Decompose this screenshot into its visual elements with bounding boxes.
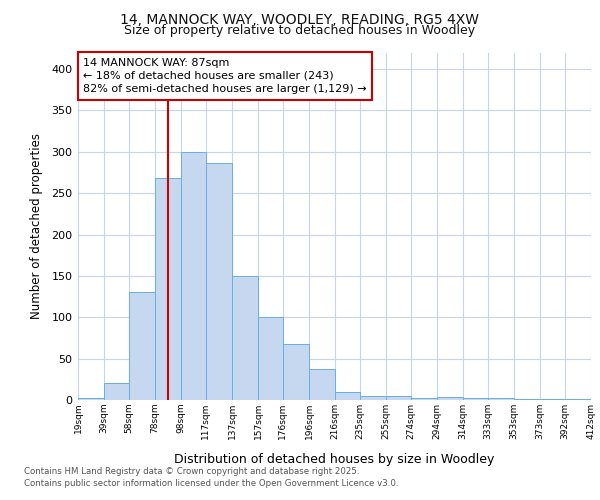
Bar	[488, 398, 514, 400]
X-axis label: Distribution of detached houses by size in Woodley: Distribution of detached houses by size …	[175, 453, 494, 466]
Bar	[104, 384, 129, 400]
Bar	[206, 162, 232, 400]
Bar	[283, 344, 309, 400]
Bar	[129, 292, 155, 400]
Bar	[335, 392, 360, 400]
Bar	[437, 396, 463, 400]
Y-axis label: Number of detached properties: Number of detached properties	[30, 133, 43, 320]
Text: Size of property relative to detached houses in Woodley: Size of property relative to detached ho…	[124, 24, 476, 37]
Bar	[78, 398, 104, 400]
Bar	[411, 398, 437, 400]
Bar	[540, 399, 565, 400]
Bar	[386, 396, 411, 400]
Bar	[258, 318, 283, 400]
Bar	[360, 396, 386, 400]
Bar	[181, 152, 206, 400]
Bar	[463, 398, 488, 400]
Text: Contains public sector information licensed under the Open Government Licence v3: Contains public sector information licen…	[24, 479, 398, 488]
Bar	[309, 370, 335, 400]
Text: 14 MANNOCK WAY: 87sqm
← 18% of detached houses are smaller (243)
82% of semi-det: 14 MANNOCK WAY: 87sqm ← 18% of detached …	[83, 58, 367, 94]
Bar	[155, 178, 181, 400]
Bar	[232, 276, 258, 400]
Text: 14, MANNOCK WAY, WOODLEY, READING, RG5 4XW: 14, MANNOCK WAY, WOODLEY, READING, RG5 4…	[121, 12, 479, 26]
Text: Contains HM Land Registry data © Crown copyright and database right 2025.: Contains HM Land Registry data © Crown c…	[24, 468, 359, 476]
Bar	[565, 399, 591, 400]
Bar	[514, 399, 540, 400]
